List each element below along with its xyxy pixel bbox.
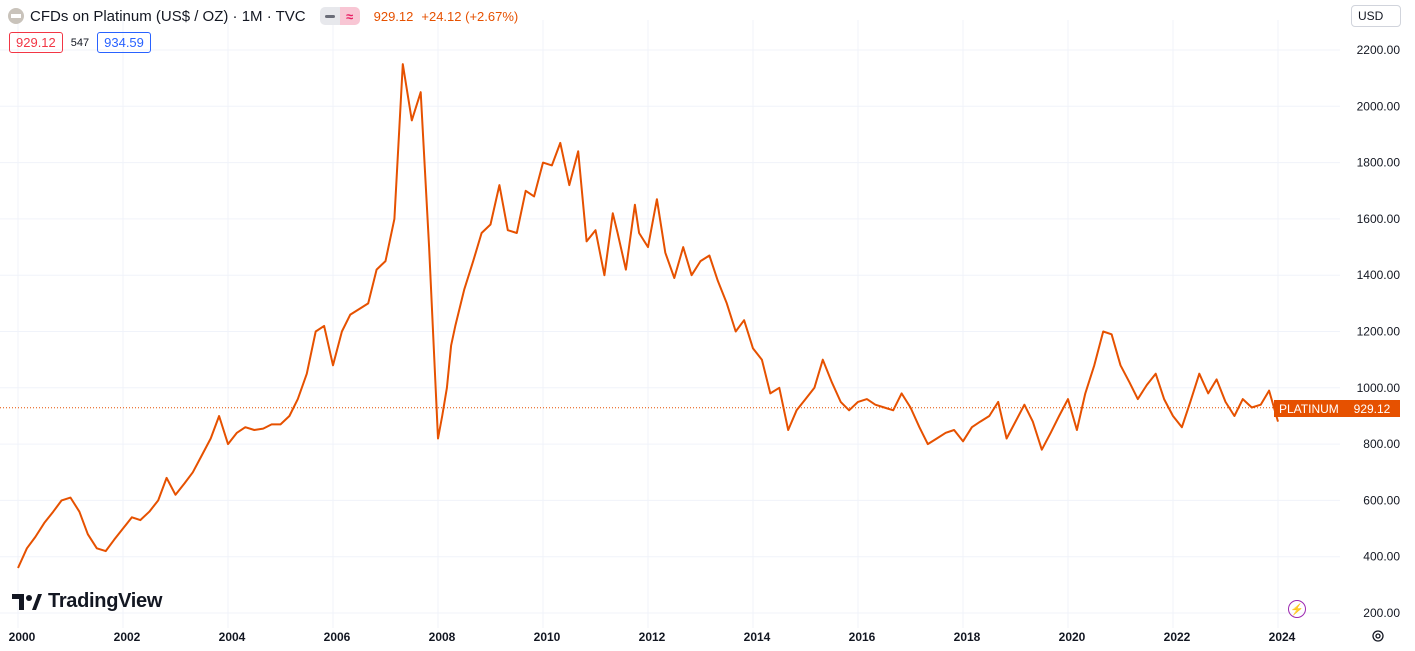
- series-line-platinum: [17, 63, 1279, 569]
- y-axis[interactable]: 2200.00 2000.00 1800.00 1600.00 1400.00 1200.…: [1357, 43, 1401, 620]
- x-tick-label: 2022: [1164, 630, 1191, 644]
- x-tick-label: 2000: [9, 630, 36, 644]
- price-tag-label: PLATINUM: [1274, 400, 1344, 417]
- brand-name: TradingView: [48, 590, 163, 612]
- tradingview-logo-icon: [12, 593, 42, 610]
- x-tick-label: 2010: [534, 630, 561, 644]
- last-price: 929.12: [373, 8, 414, 24]
- chart-header: CFDs on Platinum (US$ / OZ) · 1M · TVC ≈…: [8, 6, 518, 26]
- y-tick-label: 1200.00: [1357, 325, 1401, 339]
- trade-boxes: 929.12 547 934.59: [9, 32, 151, 53]
- flash-icon[interactable]: ⚡: [1288, 600, 1306, 618]
- spread-value: 547: [70, 36, 90, 49]
- symbol-title[interactable]: CFDs on Platinum (US$ / OZ) · 1M · TVC: [30, 7, 306, 25]
- hide-icon[interactable]: [319, 7, 340, 25]
- y-tick-label: 200.00: [1363, 606, 1400, 620]
- y-tick-label: 1600.00: [1357, 212, 1401, 226]
- x-tick-label: 2020: [1059, 630, 1086, 644]
- x-tick-label: 2004: [219, 630, 246, 644]
- tradingview-logo[interactable]: TradingView: [12, 590, 162, 613]
- gear-icon[interactable]: [1370, 628, 1386, 644]
- buy-button[interactable]: 934.59: [97, 32, 151, 53]
- x-tick-label: 2002: [114, 630, 141, 644]
- y-tick-label: 1400.00: [1357, 268, 1401, 282]
- x-tick-label: 2018: [954, 630, 981, 644]
- price-change: +24.12 (+2.67%): [421, 8, 519, 24]
- y-tick-label: 1800.00: [1357, 156, 1401, 170]
- x-tick-label: 2014: [744, 630, 771, 644]
- price-tag-value: 929.12: [1344, 400, 1400, 417]
- header-values: 929.12 +24.12 (+2.67%): [374, 9, 519, 24]
- visibility-toggle[interactable]: ≈: [319, 7, 360, 25]
- x-tick-label: 2006: [324, 630, 351, 644]
- x-tick-label: 2016: [849, 630, 876, 644]
- platinum-icon: [8, 8, 24, 24]
- y-tick-label: 400.00: [1363, 550, 1400, 564]
- y-tick-label: 2200.00: [1357, 43, 1401, 57]
- grid-vertical: [17, 20, 1279, 628]
- x-tick-label: 2012: [639, 630, 666, 644]
- x-axis[interactable]: 2000 2002 2004 2006 2008 2010 2012 2014 2016 2018…: [9, 630, 1296, 644]
- y-tick-label: 600.00: [1363, 493, 1400, 507]
- sell-button[interactable]: 929.12: [9, 32, 63, 53]
- y-tick-label: 2000.00: [1357, 99, 1401, 113]
- x-tick-label: 2024: [1269, 630, 1296, 644]
- y-tick-label: 800.00: [1363, 437, 1400, 451]
- currency-select[interactable]: USD: [1351, 5, 1401, 27]
- grid-horizontal: [0, 49, 1340, 614]
- x-tick-label: 2008: [429, 630, 456, 644]
- y-tick-label: 1000.00: [1357, 381, 1401, 395]
- approx-icon[interactable]: ≈: [339, 7, 360, 25]
